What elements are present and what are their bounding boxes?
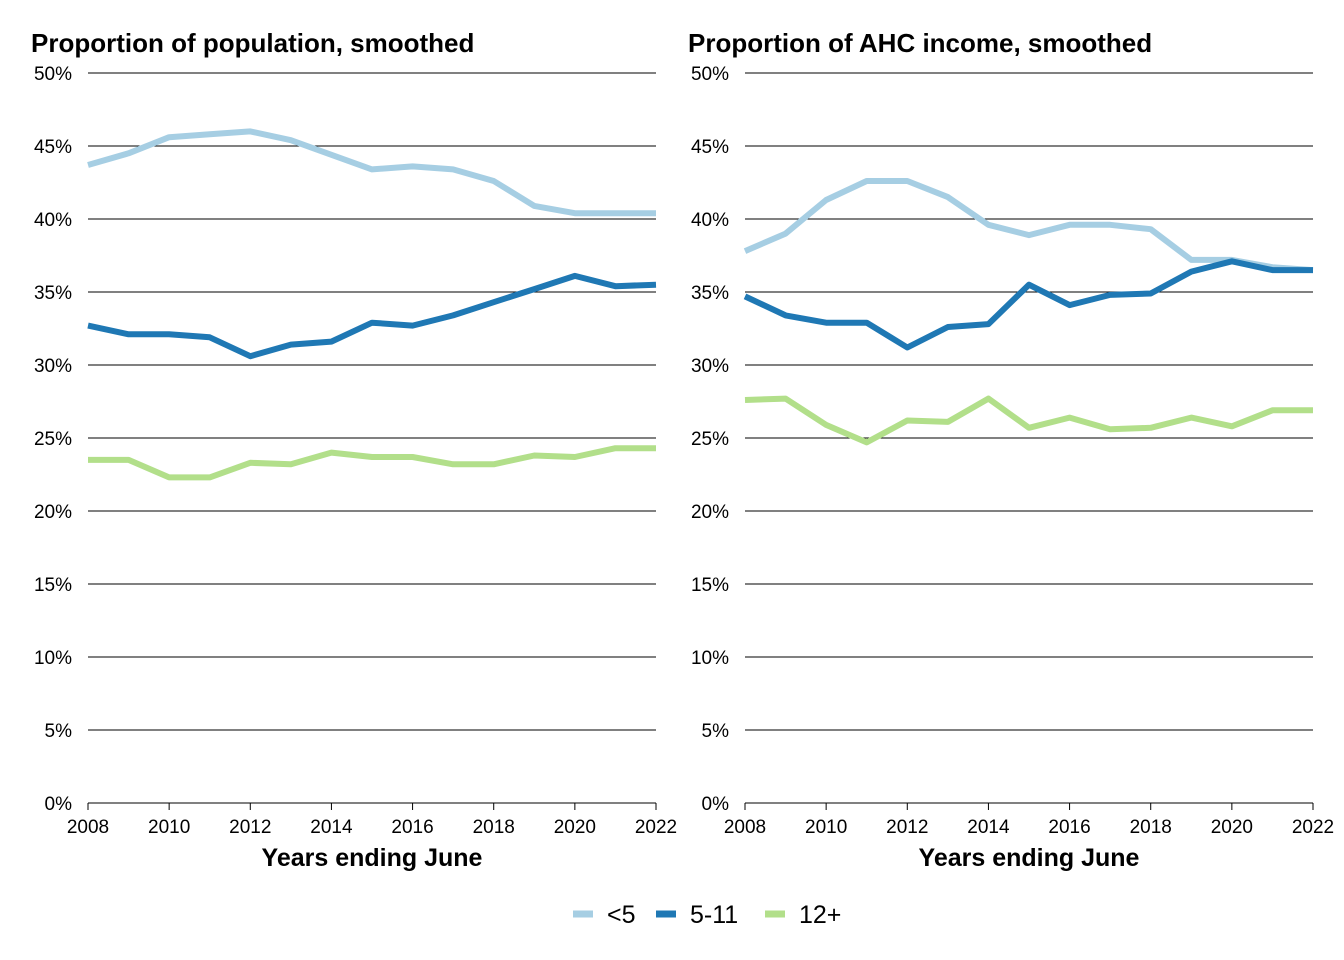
y-tick-label: 40%: [691, 210, 729, 231]
y-tick-label: 45%: [691, 137, 729, 158]
y-tick-label: 40%: [34, 210, 72, 231]
x-tick-label: 2012: [886, 817, 928, 838]
series-lines: [87, 128, 657, 481]
y-tick-label: 50%: [691, 64, 729, 85]
y-tick-label: 5%: [702, 721, 730, 742]
legend-label: 5-11: [690, 901, 738, 929]
y-tick-label: 35%: [34, 283, 72, 304]
y-tick-label: 35%: [691, 283, 729, 304]
legend: <5 5-11 12+: [573, 901, 841, 929]
y-tick-label: 45%: [34, 137, 72, 158]
series-lines: [743, 178, 1314, 446]
y-tick-label: 10%: [34, 648, 72, 669]
series-line-<5: [87, 128, 656, 217]
y-tick-label: 10%: [691, 648, 729, 669]
y-tick-label: 20%: [34, 502, 72, 523]
x-axis-title: Years ending June: [919, 844, 1140, 872]
y-tick-label: 0%: [45, 794, 73, 815]
x-tick-label: 2016: [391, 817, 433, 838]
y-tick-label: 5%: [45, 721, 73, 742]
x-tick-label: 2008: [67, 817, 109, 838]
y-tick-label: 20%: [691, 502, 729, 523]
series-line-12+: [744, 395, 1313, 446]
x-tick-label: 2020: [1211, 817, 1253, 838]
x-tick-label: 2018: [1130, 817, 1172, 838]
x-tick-label: 2020: [554, 817, 596, 838]
x-tick-labels: 2008 2010 2012 2014 2016 2018 2020 2022: [724, 803, 1334, 838]
chart-title: Proportion of AHC income, smoothed: [688, 28, 1152, 58]
legend-label: 12+: [799, 901, 841, 929]
y-tick-labels: 0% 5% 10% 15% 20% 25% 30% 35% 40% 45% 50%: [34, 64, 72, 815]
series-line-5-11: [743, 258, 1313, 351]
chart-title: Proportion of population, smoothed: [31, 28, 474, 58]
x-tick-label: 2012: [229, 817, 271, 838]
y-tick-label: 0%: [702, 794, 730, 815]
y-tick-label: 15%: [34, 575, 72, 596]
y-tick-label: 30%: [691, 356, 729, 377]
x-tick-labels: 2008 2010 2012 2014 2016 2018 2020 2022: [67, 803, 677, 838]
series-line-12+: [88, 445, 656, 481]
y-tick-label: 15%: [691, 575, 729, 596]
x-tick-label: 2016: [1048, 817, 1090, 838]
x-tick-label: 2010: [805, 817, 847, 838]
x-tick-label: 2014: [310, 817, 353, 838]
series-line-5-11: [87, 272, 657, 360]
x-tick-label: 2022: [1292, 817, 1334, 838]
x-tick-label: 2010: [148, 817, 190, 838]
x-tick-label: 2018: [473, 817, 515, 838]
y-tick-labels: 0% 5% 10% 15% 20% 25% 30% 35% 40% 45% 50%: [691, 64, 729, 815]
x-tick-label: 2022: [635, 817, 677, 838]
y-tick-label: 50%: [34, 64, 72, 85]
chart-panel-ahc-income: Proportion of AHC income, smoothed 0% 5% 1…: [688, 28, 1334, 872]
chart-panel-population: Proportion of population, smoothed 0% 5% 1…: [31, 28, 677, 872]
y-gridlines: [745, 72, 1313, 804]
x-axis-title: Years ending June: [262, 844, 483, 872]
y-gridlines: [88, 72, 656, 804]
legend-label: <5: [607, 901, 636, 929]
y-tick-label: 25%: [691, 429, 729, 450]
y-tick-label: 30%: [34, 356, 72, 377]
series-line-<5: [743, 178, 1314, 274]
x-tick-label: 2008: [724, 817, 766, 838]
y-tick-label: 25%: [34, 429, 72, 450]
x-tick-label: 2014: [967, 817, 1010, 838]
